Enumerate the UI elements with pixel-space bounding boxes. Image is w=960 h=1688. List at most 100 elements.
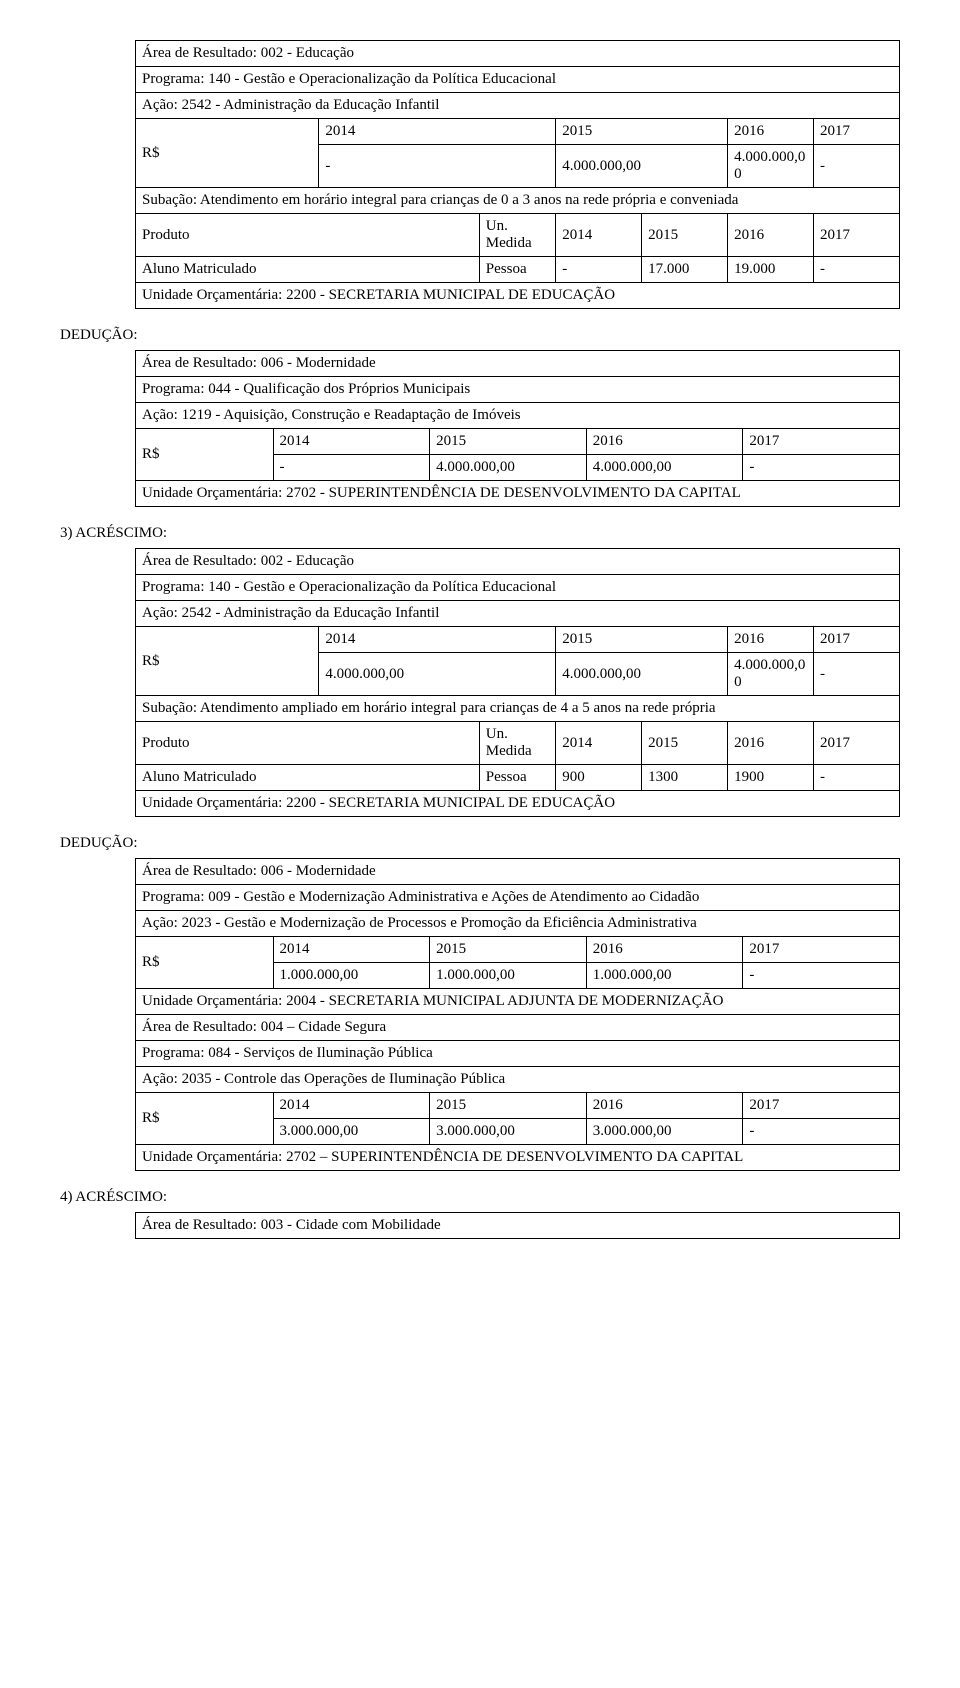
pv-2014: 900 (556, 765, 642, 791)
year-2017: 2017 (814, 119, 900, 145)
year-2014: 2014 (273, 429, 430, 455)
val-2017: - (814, 145, 900, 188)
ph-2015: 2015 (642, 214, 728, 257)
produto-header: Produto (136, 722, 480, 765)
ph-2017: 2017 (814, 214, 900, 257)
year-2016: 2016 (586, 937, 743, 963)
produto-header: Produto (136, 214, 480, 257)
val-2014: - (273, 455, 430, 481)
pv-2014: - (556, 257, 642, 283)
val2-2017: - (743, 1119, 900, 1145)
ph-2017: 2017 (814, 722, 900, 765)
val2-2015: 3.000.000,00 (430, 1119, 587, 1145)
block-2: Área de Resultado: 006 - Modernidade Pro… (135, 350, 900, 507)
rs-label: R$ (136, 429, 274, 481)
ph-2014: 2014 (556, 214, 642, 257)
val-2016: 4.000.000,00 (728, 145, 814, 188)
val-2015: 4.000.000,00 (556, 145, 728, 188)
area2-row: Área de Resultado: 004 – Cidade Segura (136, 1015, 900, 1041)
medida-value: Pessoa (479, 257, 555, 283)
val2-2016: 3.000.000,00 (586, 1119, 743, 1145)
rs-label-2: R$ (136, 1093, 274, 1145)
block3-table: Área de Resultado: 002 - Educação Progra… (135, 548, 900, 817)
programa2-row: Programa: 084 - Serviços de Iluminação P… (136, 1041, 900, 1067)
unidade-row: Unidade Orçamentária: 2004 - SECRETARIA … (136, 989, 900, 1015)
val-2017: - (743, 455, 900, 481)
val-2015: 4.000.000,00 (556, 653, 728, 696)
area-row: Área de Resultado: 003 - Cidade com Mobi… (136, 1213, 900, 1239)
block-3: Área de Resultado: 002 - Educação Progra… (135, 548, 900, 817)
val-2014: - (319, 145, 556, 188)
val-2017: - (743, 963, 900, 989)
block-1: Área de Resultado: 002 - Educação Progra… (135, 40, 900, 309)
block4-table: Área de Resultado: 006 - Modernidade Pro… (135, 858, 900, 1171)
year-2017: 2017 (814, 627, 900, 653)
programa-row: Programa: 009 - Gestão e Modernização Ad… (136, 885, 900, 911)
rs-label: R$ (136, 937, 274, 989)
pv-2017: - (814, 765, 900, 791)
val-2014: 1.000.000,00 (273, 963, 430, 989)
acrescimo-label-3: 3) ACRÉSCIMO: (60, 525, 900, 542)
ph-2015: 2015 (642, 722, 728, 765)
year-2014: 2014 (319, 119, 556, 145)
medida-value: Pessoa (479, 765, 555, 791)
acrescimo-label-4: 4) ACRÉSCIMO: (60, 1189, 900, 1206)
year-2015: 2015 (430, 429, 587, 455)
ph-2014: 2014 (556, 722, 642, 765)
year-2015: 2015 (556, 627, 728, 653)
area-row: Área de Resultado: 002 - Educação (136, 41, 900, 67)
deducao-label-2: DEDUÇÃO: (60, 835, 900, 852)
val-2017: - (814, 653, 900, 696)
unmedida-header: Un. Medida (479, 722, 555, 765)
area-row: Área de Resultado: 006 - Modernidade (136, 351, 900, 377)
programa-row: Programa: 140 - Gestão e Operacionalizaç… (136, 67, 900, 93)
year2-2017: 2017 (743, 1093, 900, 1119)
unidade-row: Unidade Orçamentária: 2200 - SECRETARIA … (136, 283, 900, 309)
val2-2014: 3.000.000,00 (273, 1119, 430, 1145)
ph-2016: 2016 (728, 722, 814, 765)
year2-2014: 2014 (273, 1093, 430, 1119)
block-4: Área de Resultado: 006 - Modernidade Pro… (135, 858, 900, 1171)
unidade2-row: Unidade Orçamentária: 2702 – SUPERINTEND… (136, 1145, 900, 1171)
year-2016: 2016 (728, 627, 814, 653)
year2-2015: 2015 (430, 1093, 587, 1119)
pv-2017: - (814, 257, 900, 283)
acao-row: Ação: 2023 - Gestão e Modernização de Pr… (136, 911, 900, 937)
year2-2016: 2016 (586, 1093, 743, 1119)
year-2017: 2017 (743, 429, 900, 455)
pv-2016: 1900 (728, 765, 814, 791)
subacao-row: Subação: Atendimento ampliado em horário… (136, 696, 900, 722)
pv-2015: 17.000 (642, 257, 728, 283)
programa-row: Programa: 140 - Gestão e Operacionalizaç… (136, 575, 900, 601)
block1-table: Área de Resultado: 002 - Educação Progra… (135, 40, 900, 309)
deducao-label-1: DEDUÇÃO: (60, 327, 900, 344)
acao2-row: Ação: 2035 - Controle das Operações de I… (136, 1067, 900, 1093)
val-2016: 1.000.000,00 (586, 963, 743, 989)
val-2016: 4.000.000,00 (728, 653, 814, 696)
pv-2015: 1300 (642, 765, 728, 791)
year-2015: 2015 (556, 119, 728, 145)
area-row: Área de Resultado: 002 - Educação (136, 549, 900, 575)
block-5: Área de Resultado: 003 - Cidade com Mobi… (135, 1212, 900, 1239)
pv-2016: 19.000 (728, 257, 814, 283)
unidade-row: Unidade Orçamentária: 2200 - SECRETARIA … (136, 791, 900, 817)
block5-table: Área de Resultado: 003 - Cidade com Mobi… (135, 1212, 900, 1239)
programa-row: Programa: 044 - Qualificação dos Próprio… (136, 377, 900, 403)
val-2015: 4.000.000,00 (430, 455, 587, 481)
produto-value: Aluno Matriculado (136, 257, 480, 283)
val-2015: 1.000.000,00 (430, 963, 587, 989)
year-2016: 2016 (728, 119, 814, 145)
acao-row: Ação: 1219 - Aquisição, Construção e Rea… (136, 403, 900, 429)
year-2016: 2016 (586, 429, 743, 455)
rs-label: R$ (136, 119, 319, 188)
acao-row: Ação: 2542 - Administração da Educação I… (136, 93, 900, 119)
unidade-row: Unidade Orçamentária: 2702 - SUPERINTEND… (136, 481, 900, 507)
subacao-row: Subação: Atendimento em horário integral… (136, 188, 900, 214)
year-2014: 2014 (273, 937, 430, 963)
area-row: Área de Resultado: 006 - Modernidade (136, 859, 900, 885)
year-2015: 2015 (430, 937, 587, 963)
val-2014: 4.000.000,00 (319, 653, 556, 696)
acao-row: Ação: 2542 - Administração da Educação I… (136, 601, 900, 627)
ph-2016: 2016 (728, 214, 814, 257)
block2-table: Área de Resultado: 006 - Modernidade Pro… (135, 350, 900, 507)
